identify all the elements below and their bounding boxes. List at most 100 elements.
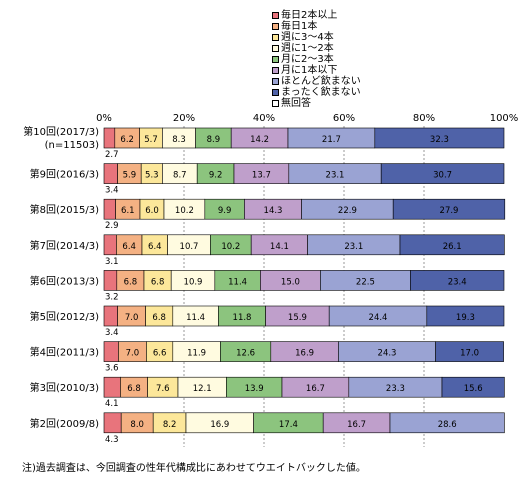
legend-label: 週に3～4本: [281, 32, 334, 43]
data-label: 11.4: [228, 277, 247, 287]
data-label: 10.7: [180, 242, 199, 252]
data-label: 5.3: [145, 171, 159, 181]
legend-label: 無回答: [281, 98, 311, 109]
data-label: 23.1: [326, 171, 345, 181]
legend-label: 週に1～2本: [281, 43, 334, 54]
data-label: 6.0: [145, 206, 159, 216]
data-label: 5.9: [123, 171, 137, 181]
bar-segment: [103, 270, 118, 291]
data-label: 17.0: [460, 349, 479, 359]
data-label: 6.4: [122, 242, 136, 252]
data-label: 23.1: [344, 242, 363, 252]
data-label: 13.9: [245, 384, 264, 394]
legend-item-no-answer: 無回答: [272, 98, 361, 109]
data-label: 10.9: [184, 277, 203, 287]
legend-label: ほとんど飲まない: [281, 76, 361, 87]
bar-segment: [441, 376, 505, 398]
legend-swatch: [272, 67, 279, 74]
data-label: 6.8: [124, 277, 138, 287]
data-label: 27.9: [440, 206, 459, 216]
data-label: 7.0: [125, 313, 139, 323]
data-label: 10.2: [221, 242, 240, 252]
data-label: 6.8: [151, 277, 165, 287]
legend-item-daily-2plus: 毎日2本以上: [272, 10, 361, 21]
bar-segment: [103, 234, 117, 256]
category-label: 第9回(2016/3): [30, 168, 99, 181]
legend-label: 月に2～3本: [281, 54, 334, 65]
legend-item-weekly-1-2: 週に1～2本: [272, 43, 361, 54]
bar-segment: [103, 163, 118, 184]
data-label: 11.8: [233, 313, 252, 323]
bar-segment: [103, 127, 116, 149]
category-label: 第5回(2012/3): [30, 310, 99, 323]
data-label-first-series: 3.4: [105, 186, 119, 196]
data-label-first-series: 4.3: [105, 435, 119, 445]
legend-item-rarely: ほとんど飲まない: [272, 76, 361, 87]
x-tick-label: 100%: [490, 113, 519, 124]
category-label: 第10回(2017/3): [23, 125, 99, 138]
x-tick-label: 20%: [173, 113, 195, 124]
data-label: 6.6: [153, 349, 167, 359]
data-label: 5.7: [144, 135, 158, 145]
data-label: 12.6: [236, 349, 255, 359]
category-sublabel: (n=11503): [45, 140, 99, 151]
x-tick-label: 40%: [253, 113, 275, 124]
data-label: 6.2: [120, 135, 134, 145]
bar-segment: [380, 163, 505, 184]
data-label-first-series: 3.1: [105, 257, 119, 267]
data-label: 10.2: [175, 206, 194, 216]
legend-label: 毎日1本: [281, 21, 318, 32]
data-label-first-series: 3.2: [105, 292, 119, 302]
bar-segment: [103, 341, 119, 362]
x-tick-label: 80%: [413, 113, 435, 124]
bar-segment: [103, 376, 121, 398]
data-label: 17.4: [279, 420, 298, 430]
x-tick-label: 0%: [96, 113, 112, 124]
category-label: 第8回(2015/3): [30, 203, 99, 216]
data-label: 8.3: [172, 135, 186, 145]
data-label: 15.0: [281, 277, 300, 287]
data-label-first-series: 3.4: [105, 328, 119, 338]
data-label: 12.1: [193, 384, 212, 394]
category-label: 第2回(2009/8): [30, 417, 99, 430]
data-label: 23.4: [448, 277, 467, 287]
data-label: 19.3: [456, 313, 475, 323]
bar-segment: [392, 198, 506, 220]
legend-swatch: [272, 56, 279, 63]
bar-segment: [399, 234, 505, 256]
data-label: 14.1: [270, 242, 289, 252]
bar-segment: [374, 127, 505, 149]
data-label: 26.1: [443, 242, 462, 252]
data-label: 6.8: [127, 384, 141, 394]
data-label: 15.6: [464, 384, 483, 394]
legend-item-weekly-3-4: 週に3～4本: [272, 32, 361, 43]
bar-segment: [103, 198, 116, 220]
bar-segment: [389, 412, 505, 434]
data-label: 8.9: [207, 135, 221, 145]
legend-item-daily-1: 毎日1本: [272, 21, 361, 32]
data-label: 6.4: [148, 242, 162, 252]
bar-segment: [435, 341, 504, 362]
legend-item-never: まったく飲まない: [272, 87, 361, 98]
legend-label: 月に1本以下: [281, 65, 338, 76]
legend-swatch: [272, 34, 279, 41]
data-label: 6.1: [121, 206, 135, 216]
bar-segment: [103, 305, 118, 327]
data-label: 8.7: [173, 171, 187, 181]
legend-swatch: [272, 12, 279, 19]
data-label: 16.7: [347, 420, 366, 430]
data-label: 23.3: [386, 384, 405, 394]
category-label: 第3回(2010/3): [30, 381, 99, 394]
bar-segment: [103, 412, 122, 434]
data-label: 22.9: [338, 206, 357, 216]
data-label: 9.2: [209, 171, 223, 181]
legend: 毎日2本以上 毎日1本 週に3～4本 週に1～2本 月に2～3本 月に1本以下 …: [272, 10, 361, 109]
category-label: 第4回(2011/3): [30, 346, 99, 359]
legend-swatch: [272, 45, 279, 52]
legend-swatch: [272, 89, 279, 96]
x-tick-label: 60%: [333, 113, 355, 124]
legend-swatch: [272, 78, 279, 85]
data-label: 28.6: [438, 420, 457, 430]
